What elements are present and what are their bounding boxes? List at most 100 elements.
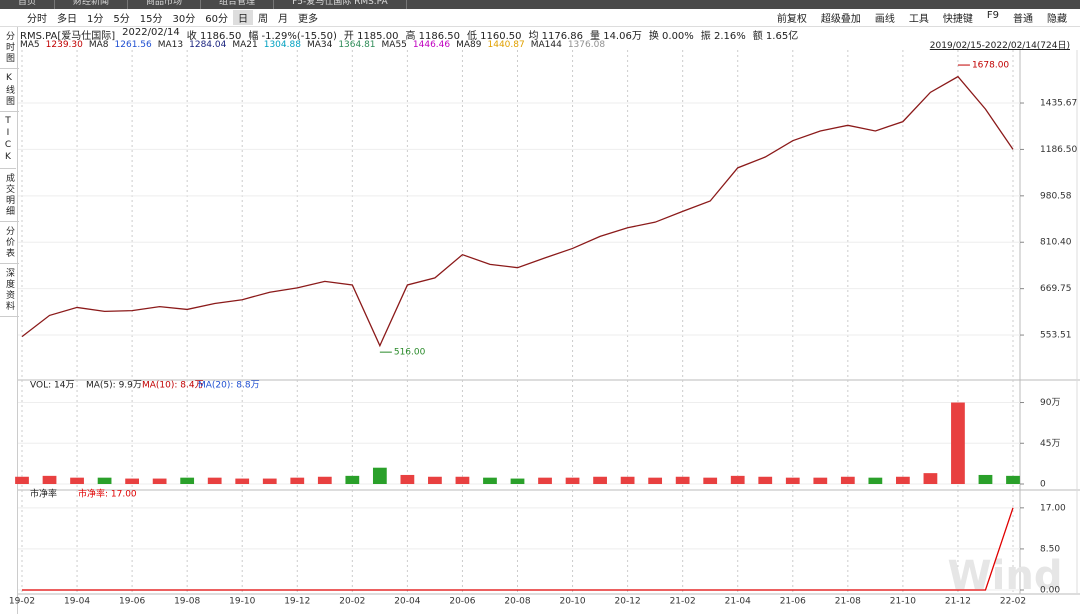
volume-bar <box>923 473 938 484</box>
ma-value: 1239.30 <box>45 40 83 50</box>
tool-button[interactable]: 画线 <box>874 14 895 25</box>
volume-bar <box>15 476 29 484</box>
toolbar: 分时 多日 1分 5分 15分 30分 60分日周月更多 前复权 超级叠加 画线 工具 快捷键 F9 普通… <box>0 9 1080 27</box>
ma-value: 1440.87 <box>487 40 525 50</box>
volume-bar <box>648 477 663 484</box>
x-tick-label: 21-08 <box>835 597 861 607</box>
volume-bar <box>951 402 965 484</box>
volume-bar <box>620 476 635 484</box>
volume-bar <box>235 478 250 484</box>
indicator: 市净率: 17.00 <box>78 488 137 500</box>
y-tick-label: 0 <box>1040 480 1046 490</box>
quote-item: 换 0.00% <box>648 31 694 42</box>
y-tick-label: 0.00 <box>1040 586 1060 596</box>
period-button[interactable]: 日 <box>232 10 253 25</box>
x-tick-label: 19-04 <box>64 597 90 607</box>
date-range[interactable]: 2019/02/15-2022/02/14(724日) <box>929 41 1070 51</box>
y-tick-label: 8.50 <box>1040 544 1060 554</box>
quote-item: 高 1186.50 <box>405 31 460 42</box>
ma-value: 1376.08 <box>567 40 606 50</box>
period-button[interactable]: 多日 <box>57 14 77 25</box>
period-button[interactable]: 60分 <box>205 14 228 25</box>
ma-name: MA21 <box>232 40 258 50</box>
x-tick-label: 20-12 <box>615 597 641 607</box>
tool-button[interactable]: 快捷键 <box>942 14 973 25</box>
ma-legend: MA5 1239.30 MA8 1261.56 MA13 1284.04 MA21 1304.… <box>20 40 605 50</box>
tool-button[interactable]: F9 <box>986 10 999 21</box>
side-tab[interactable]: K线图 <box>0 69 19 112</box>
volume-bar <box>372 467 387 484</box>
ma-value: 1446.46 <box>412 40 451 50</box>
period-button[interactable]: 月 <box>277 14 288 25</box>
indicator: 市净率 <box>30 488 57 500</box>
ma-name: MA34 <box>306 40 333 50</box>
y-tick-label: 1435.67 <box>1040 99 1077 109</box>
security: RMS.PA[爱马仕国际] <box>20 31 116 42</box>
volume-bar <box>593 476 607 484</box>
price-line <box>21 75 1014 348</box>
y-tick-label: 1186.50 <box>1040 145 1077 155</box>
volume-bar <box>483 477 497 484</box>
x-tick-label: 19-08 <box>174 597 200 607</box>
ma-value: 1284.04 <box>189 40 227 50</box>
x-tick-label: 20-10 <box>559 597 585 607</box>
quote-item: 量 14.06万 <box>590 31 642 42</box>
ma-name: MA55 <box>381 40 407 50</box>
volume-bar <box>455 476 470 484</box>
tab[interactable]: 商品市场 <box>128 0 202 9</box>
ma-name: MA5 <box>20 40 40 50</box>
volume-bar <box>538 477 552 484</box>
volume-bar <box>1006 475 1020 484</box>
period-button[interactable]: 分时 <box>27 14 47 25</box>
volume-bar <box>978 474 993 484</box>
y-tick-label: 810.40 <box>1040 238 1072 248</box>
period-button[interactable]: 15分 <box>139 14 163 25</box>
tool-button[interactable]: 隐藏 <box>1047 14 1067 25</box>
x-tick-label: 20-06 <box>449 597 475 607</box>
tab[interactable]: 财经新闻 <box>55 0 129 9</box>
period-button[interactable]: 30分 <box>172 14 196 25</box>
volume-bar <box>207 477 222 484</box>
ma-value: 1364.81 <box>338 40 376 50</box>
tab[interactable]: 首页 <box>0 0 56 9</box>
period-button[interactable]: 1分 <box>87 14 104 25</box>
x-tick-label: 20-08 <box>504 597 530 607</box>
volume-bar <box>730 475 745 484</box>
volume-bar <box>345 475 360 484</box>
tool-button[interactable]: 普通 <box>1013 14 1033 25</box>
tool-button[interactable]: 工具 <box>908 14 929 25</box>
period-button[interactable]: 周 <box>257 14 268 25</box>
tab[interactable]: 组合管理 <box>201 0 275 9</box>
y-tick-label: 980.58 <box>1040 191 1072 201</box>
period-button[interactable]: 5分 <box>113 14 130 25</box>
ma-value: 1304.88 <box>263 40 301 50</box>
x-tick-label: 21-12 <box>945 597 971 607</box>
x-tick-label: 21-04 <box>725 597 751 607</box>
period-button[interactable]: 更多 <box>297 14 318 25</box>
x-tick-label: 21-10 <box>890 597 916 607</box>
x-tick-label: 19-02 <box>9 597 35 607</box>
side-tab[interactable]: 成交明细 <box>0 169 19 222</box>
side-tab[interactable]: 分价表 <box>0 222 19 264</box>
y-tick-label: 90万 <box>1040 398 1060 408</box>
indicator: MA(10): 8.4万 <box>142 381 204 391</box>
price-line <box>22 507 1014 591</box>
side-tab[interactable]: 分时图 <box>0 27 19 69</box>
volume-bar <box>290 477 305 484</box>
quote-item: 低 1160.50 <box>466 31 522 42</box>
x-tick-label: 20-04 <box>394 597 420 607</box>
tool-button[interactable]: 前复权 <box>776 14 807 25</box>
side-tab[interactable]: TICK <box>0 112 16 169</box>
y-tick-label: 669.75 <box>1040 284 1072 294</box>
side-tab[interactable]: 深度资料 <box>0 264 19 317</box>
y-tick-label: 45万 <box>1040 439 1060 449</box>
volume-bar <box>813 477 828 484</box>
volume-bar <box>565 477 580 484</box>
tab[interactable]: F5-爱马仕国际 RMS.PA <box>274 0 407 9</box>
indicator: MA(5): 9.9万 <box>86 381 142 391</box>
x-tick-label: 21-02 <box>670 597 696 607</box>
volume-bar <box>42 475 57 484</box>
volume-bar <box>840 476 855 484</box>
tool-button[interactable]: 超级叠加 <box>820 14 861 25</box>
